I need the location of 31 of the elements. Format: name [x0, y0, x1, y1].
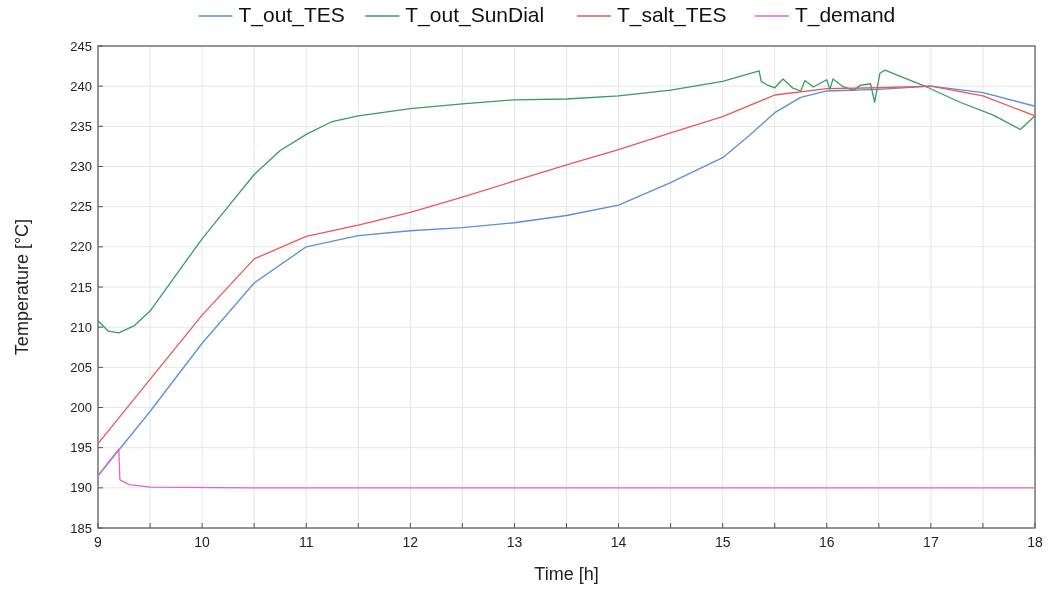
legend-label: T_out_SunDial [405, 3, 545, 27]
x-tick-label: 11 [298, 534, 314, 550]
x-tick-label: 15 [714, 534, 731, 550]
x-tick-label: 10 [194, 534, 211, 550]
x-tick-label: 12 [402, 534, 419, 550]
y-tick-label: 195 [70, 440, 92, 456]
y-tick-label: 210 [70, 319, 92, 335]
legend-label: T_demand [794, 3, 896, 27]
line-series [97, 69, 1035, 334]
y-tick-label: 205 [70, 359, 92, 375]
x-tick-label: 9 [94, 534, 103, 550]
y-tick-label: 200 [70, 400, 92, 415]
line-series [97, 448, 1036, 489]
y-tick-label: 230 [70, 159, 92, 174]
x-tick-label: 17 [923, 534, 939, 550]
x-tick-label: 16 [818, 534, 835, 550]
y-tick-label: 225 [70, 199, 92, 215]
y-tick-label: 190 [70, 480, 92, 496]
y-tick-label: 215 [70, 279, 92, 295]
y-tick-label: 185 [70, 520, 92, 536]
y-tick-label: 245 [70, 38, 92, 54]
y-tick-label: 240 [70, 78, 92, 94]
y-tick-label: 235 [70, 118, 92, 134]
legend-label: T_out_TES [238, 3, 345, 27]
x-tick-label: 13 [506, 534, 523, 550]
x-tick-label: 14 [610, 534, 627, 550]
x-axis-title: Time [h] [534, 564, 599, 584]
y-tick-label: 220 [70, 239, 92, 255]
x-tick-label: 18 [1027, 534, 1043, 550]
legend-label: T_salt_TES [616, 3, 727, 27]
y-axis-title: Temperature [°C] [12, 218, 32, 356]
